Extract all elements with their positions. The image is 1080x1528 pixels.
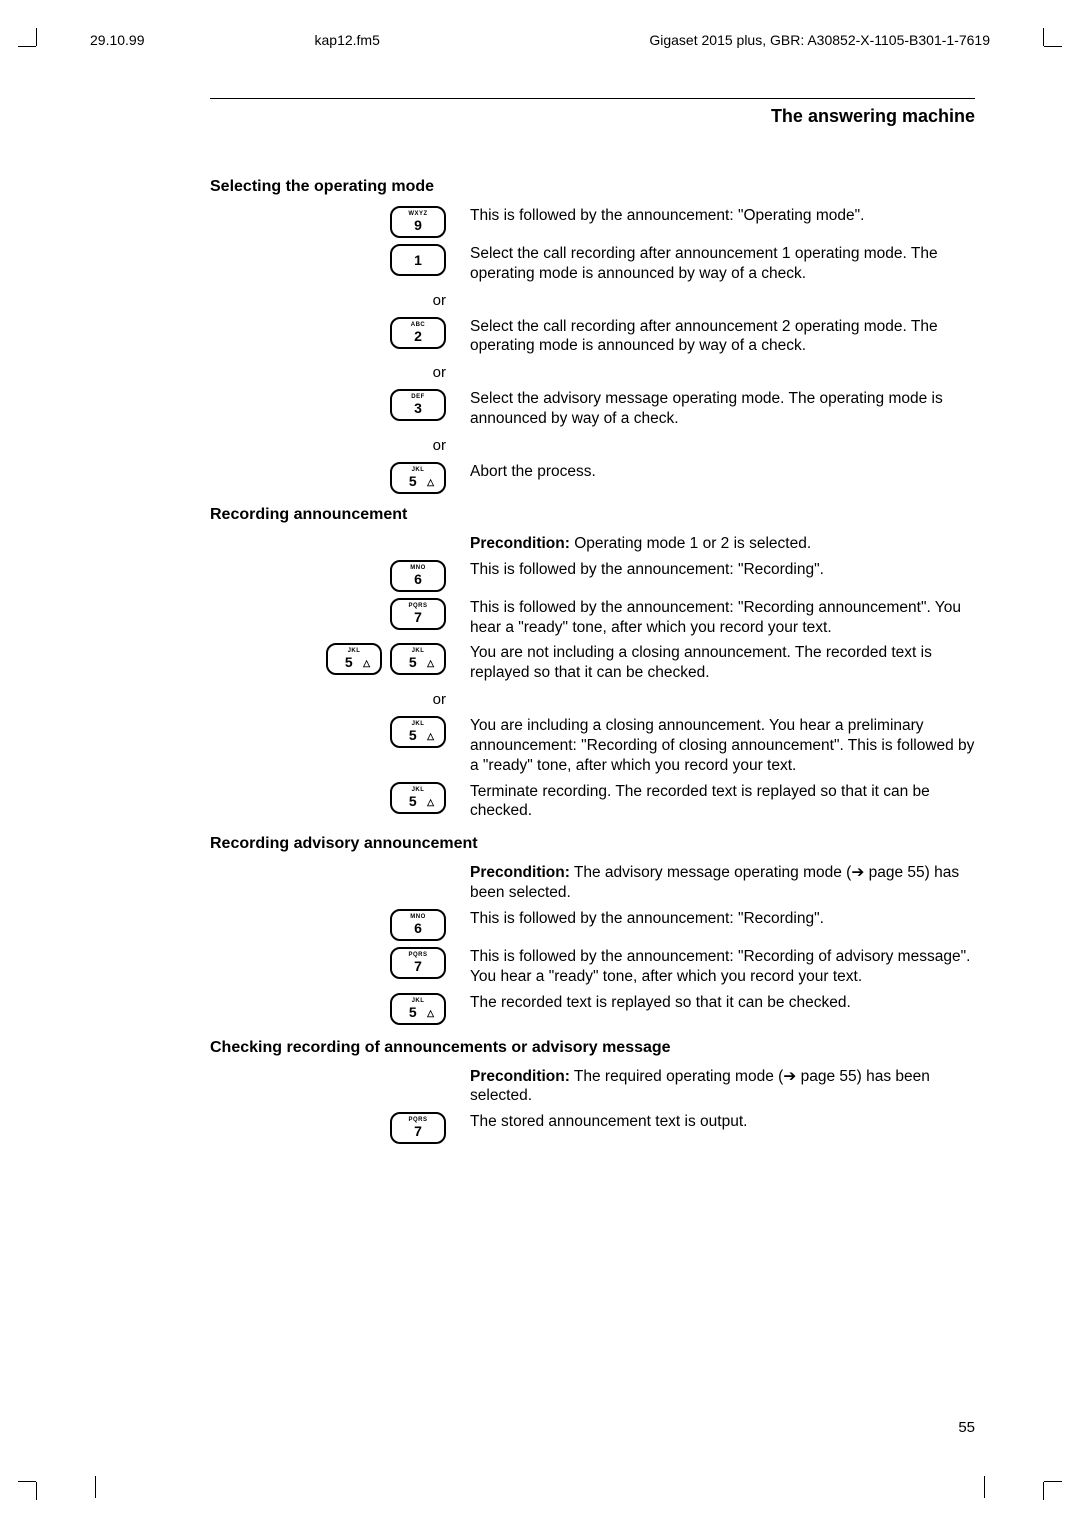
instruction-text: You are not including a closing announce… bbox=[470, 643, 975, 683]
key-6: MNO6 bbox=[390, 560, 446, 592]
instruction-text: This is followed by the announcement: "R… bbox=[470, 947, 975, 987]
instruction-text: The stored announcement text is output. bbox=[470, 1112, 975, 1132]
instruction-row: ABC2 Select the call recording after ann… bbox=[210, 317, 975, 357]
instruction-text: This is followed by the announcement: "R… bbox=[470, 598, 975, 638]
instruction-text: Terminate recording. The recorded text i… bbox=[470, 782, 975, 822]
section-heading: Recording announcement bbox=[210, 506, 975, 524]
key-5: JKL5△ bbox=[326, 643, 382, 675]
page-content: Selecting the operating mode WXYZ9 This … bbox=[210, 160, 975, 1150]
key-9: WXYZ9 bbox=[390, 206, 446, 238]
key-2: ABC2 bbox=[390, 317, 446, 349]
page-number: 55 bbox=[958, 1419, 975, 1436]
section-heading: Selecting the operating mode bbox=[210, 178, 975, 196]
or-label: or bbox=[210, 689, 470, 710]
or-label: or bbox=[210, 362, 470, 383]
crop-mark bbox=[95, 1476, 96, 1498]
or-label: or bbox=[210, 435, 470, 456]
instruction-row: 1 Select the call recording after announ… bbox=[210, 244, 975, 284]
key-7: PQRS7 bbox=[390, 947, 446, 979]
instruction-row: WXYZ9 This is followed by the announceme… bbox=[210, 206, 975, 238]
key-1: 1 bbox=[390, 244, 446, 276]
instruction-text: Select the call recording after announce… bbox=[470, 317, 975, 357]
instruction-text: This is followed by the announcement: "R… bbox=[470, 909, 975, 929]
key-3: DEF3 bbox=[390, 389, 446, 421]
title-rule bbox=[210, 98, 975, 99]
key-5: JKL5△ bbox=[390, 782, 446, 814]
instruction-row: JKL5△ Abort the process. bbox=[210, 462, 975, 494]
instruction-text: This is followed by the announcement: "O… bbox=[470, 206, 975, 226]
precondition: Precondition: The required operating mod… bbox=[470, 1067, 975, 1107]
header-filename: kap12.fm5 bbox=[315, 32, 380, 48]
precondition: Precondition: The advisory message opera… bbox=[470, 863, 975, 903]
instruction-row: JKL5△ JKL5△ You are not including a clos… bbox=[210, 643, 975, 683]
key-7: PQRS7 bbox=[390, 1112, 446, 1144]
key-5: JKL5△ bbox=[390, 716, 446, 748]
instruction-row: JKL5△ The recorded text is replayed so t… bbox=[210, 993, 975, 1025]
instruction-text: Abort the process. bbox=[470, 462, 975, 482]
instruction-row: DEF3 Select the advisory message operati… bbox=[210, 389, 975, 429]
key-7: PQRS7 bbox=[390, 598, 446, 630]
instruction-row: MNO6 This is followed by the announcemen… bbox=[210, 560, 975, 592]
key-5: JKL5△ bbox=[390, 993, 446, 1025]
instruction-row: Precondition: The required operating mod… bbox=[210, 1067, 975, 1107]
instruction-text: Select the advisory message operating mo… bbox=[470, 389, 975, 429]
instruction-row: Precondition: Operating mode 1 or 2 is s… bbox=[210, 534, 975, 554]
instruction-text: You are including a closing announcement… bbox=[470, 716, 975, 775]
instruction-row: PQRS7 The stored announcement text is ou… bbox=[210, 1112, 975, 1144]
key-6: MNO6 bbox=[390, 909, 446, 941]
instruction-row: JKL5△ Terminate recording. The recorded … bbox=[210, 782, 975, 822]
instruction-row: PQRS7 This is followed by the announceme… bbox=[210, 598, 975, 638]
precondition: Precondition: Operating mode 1 or 2 is s… bbox=[470, 534, 975, 554]
instruction-row: MNO6 This is followed by the announcemen… bbox=[210, 909, 975, 941]
crop-mark bbox=[984, 1476, 985, 1498]
header-docid: Gigaset 2015 plus, GBR: A30852-X-1105-B3… bbox=[649, 32, 990, 48]
page-header: 29.10.99 kap12.fm5 Gigaset 2015 plus, GB… bbox=[90, 32, 990, 48]
instruction-row: JKL5△ You are including a closing announ… bbox=[210, 716, 975, 775]
section-heading: Recording advisory announcement bbox=[210, 835, 975, 853]
key-5: JKL5△ bbox=[390, 462, 446, 494]
instruction-text: Select the call recording after announce… bbox=[470, 244, 975, 284]
section-heading: Checking recording of announcements or a… bbox=[210, 1039, 975, 1057]
key-5: JKL5△ bbox=[390, 643, 446, 675]
instruction-text: The recorded text is replayed so that it… bbox=[470, 993, 975, 1013]
instruction-row: Precondition: The advisory message opera… bbox=[210, 863, 975, 903]
or-label: or bbox=[210, 290, 470, 311]
chapter-title: The answering machine bbox=[771, 106, 975, 127]
instruction-text: This is followed by the announcement: "R… bbox=[470, 560, 975, 580]
instruction-row: PQRS7 This is followed by the announceme… bbox=[210, 947, 975, 987]
header-date: 29.10.99 bbox=[90, 32, 145, 48]
